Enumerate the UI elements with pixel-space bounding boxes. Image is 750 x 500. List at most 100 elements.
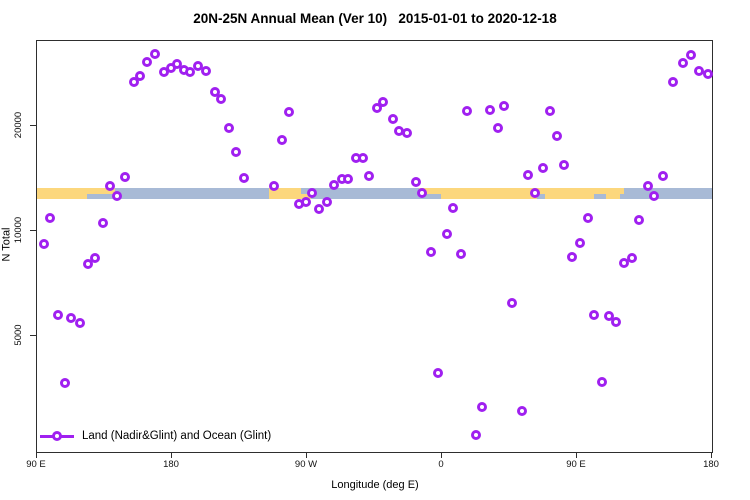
data-point [668,76,679,87]
data-point [142,57,152,68]
chart-title: 20N-25N Annual Mean (Ver 10) 2015-01-01 … [193,11,557,26]
data-point [65,312,76,323]
data-point [269,180,280,191]
data-point [172,59,182,70]
x-axis-label: Longitude (deg E) [331,479,419,491]
data-point [193,61,203,72]
data-point [44,213,55,224]
data-point [119,171,130,182]
data-point [643,180,653,191]
map-band-land-segment [440,193,537,199]
map-band-land-segment [269,193,312,199]
data-point [149,48,160,59]
data-point [209,86,220,97]
map-band-row [37,187,712,194]
data-point [658,170,668,181]
data-point [485,104,496,115]
data-point [277,135,287,146]
data-point [517,405,527,416]
data-point [506,297,517,308]
map-band-land-segment [545,193,594,199]
data-point [89,253,100,264]
map-band-land-segment [605,193,621,199]
y-tick-label: 20000 [13,111,24,139]
data-point [551,130,562,141]
data-point [104,180,115,191]
data-point [358,152,368,163]
data-point [128,76,139,87]
data-point [649,191,659,202]
data-point [545,106,556,117]
x-tick-label: 180 [163,459,179,470]
data-point [596,376,607,387]
x-tick-label: 180 [703,459,719,470]
x-tick-label: 90 E [26,459,46,470]
map-band-land-segment [269,187,301,194]
data-point [329,179,340,190]
data-point [523,169,533,180]
data-point [239,172,250,183]
data-point [626,253,637,264]
data-point [499,100,509,111]
data-point [364,170,374,181]
data-point [83,258,94,269]
x-tick-mark [711,452,712,458]
x-tick-mark [171,452,172,458]
x-tick-mark [576,452,577,458]
data-point [425,246,436,257]
data-point [589,310,599,321]
legend-marker-icon [40,429,74,443]
data-point [388,114,398,125]
x-tick-mark [441,452,442,458]
data-point [530,187,541,198]
data-point [377,96,388,107]
y-tick-mark [30,230,36,231]
data-point [343,174,353,185]
data-point [98,217,109,228]
data-point [284,106,295,117]
data-point [74,318,85,329]
plot-area [36,40,713,453]
data-point [538,162,548,173]
x-tick-mark [306,452,307,458]
data-point [200,65,211,76]
data-point [619,258,629,269]
map-band-row [37,193,712,199]
data-point [215,94,226,105]
data-point [493,123,503,134]
y-tick-label: 5000 [13,324,24,346]
data-point [416,187,427,198]
data-point [59,378,70,389]
map-band-land-segment [37,187,115,194]
data-point [401,127,412,138]
data-point [410,177,421,188]
y-tick-mark [30,125,36,126]
x-tick-mark [36,452,37,458]
data-point [134,70,145,81]
data-point [476,401,487,412]
data-point [470,429,481,440]
data-point [301,197,311,208]
data-point [686,49,697,60]
data-point [38,239,49,250]
data-point [224,123,235,134]
data-point [703,69,713,80]
data-point [634,214,644,225]
data-point [371,102,382,113]
data-point [455,249,466,260]
map-band-land-segment [419,187,624,194]
legend-circle-icon [52,431,62,441]
data-point [322,197,332,208]
data-point [694,65,704,76]
x-tick-label: 90 E [566,459,586,470]
data-point [575,237,586,248]
data-point [583,213,593,224]
data-point [611,316,622,327]
data-point [314,203,325,214]
data-point [433,368,443,379]
map-band-land-segment [37,193,87,199]
data-point [559,159,569,170]
x-tick-label: 90 W [294,459,318,470]
data-point [307,187,317,198]
